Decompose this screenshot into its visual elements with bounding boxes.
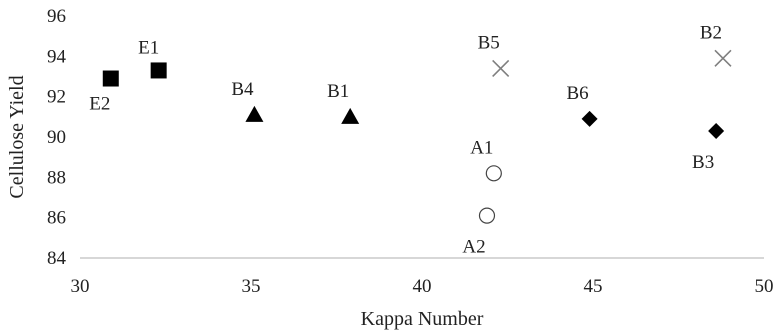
y-tick-label: 94 — [47, 46, 67, 67]
y-tick-label: 90 — [47, 127, 66, 148]
x-tick-label: 50 — [755, 276, 774, 297]
data-point-b2 — [714, 49, 732, 67]
data-points — [102, 49, 732, 224]
x-axis-label: Kappa Number — [361, 308, 484, 330]
point-label-b3: B3 — [692, 152, 714, 173]
point-label-a2: A2 — [462, 237, 485, 258]
x-tick-label: 40 — [413, 276, 432, 297]
y-tick-label: 86 — [47, 208, 66, 229]
point-label-a1: A1 — [470, 137, 493, 158]
point-label-b5: B5 — [478, 32, 500, 53]
point-label-b4: B4 — [231, 79, 254, 100]
data-point-e2 — [102, 70, 119, 87]
data-point-b3 — [708, 122, 725, 139]
point-label-e1: E1 — [138, 37, 159, 58]
tick-labels: 30 35 40 45 50 84 86 88 90 92 94 96 — [47, 6, 774, 297]
y-tick-label: 92 — [47, 87, 66, 108]
data-point-b5 — [492, 59, 510, 77]
data-point-b6 — [581, 110, 598, 127]
x-tick-label: 35 — [242, 276, 261, 297]
y-axis-label: Cellulose Yield — [6, 75, 28, 198]
point-labels: E1 E2 B4 B1 B5 B2 B6 B3 A1 A2 — [89, 22, 722, 257]
point-label-b1: B1 — [327, 81, 349, 102]
point-label-b6: B6 — [566, 83, 588, 104]
x-tick-label: 30 — [71, 276, 90, 297]
y-tick-label: 96 — [47, 6, 66, 27]
y-tick-label: 88 — [47, 167, 66, 188]
data-point-b4 — [245, 105, 264, 122]
point-label-e2: E2 — [89, 94, 110, 115]
point-label-b2: B2 — [700, 22, 722, 43]
y-tick-label: 84 — [47, 248, 67, 269]
data-point-e1 — [150, 62, 167, 79]
data-point-b1 — [341, 107, 360, 124]
x-tick-label: 45 — [584, 276, 603, 297]
data-point-a1 — [485, 165, 502, 182]
data-point-a2 — [478, 207, 496, 224]
